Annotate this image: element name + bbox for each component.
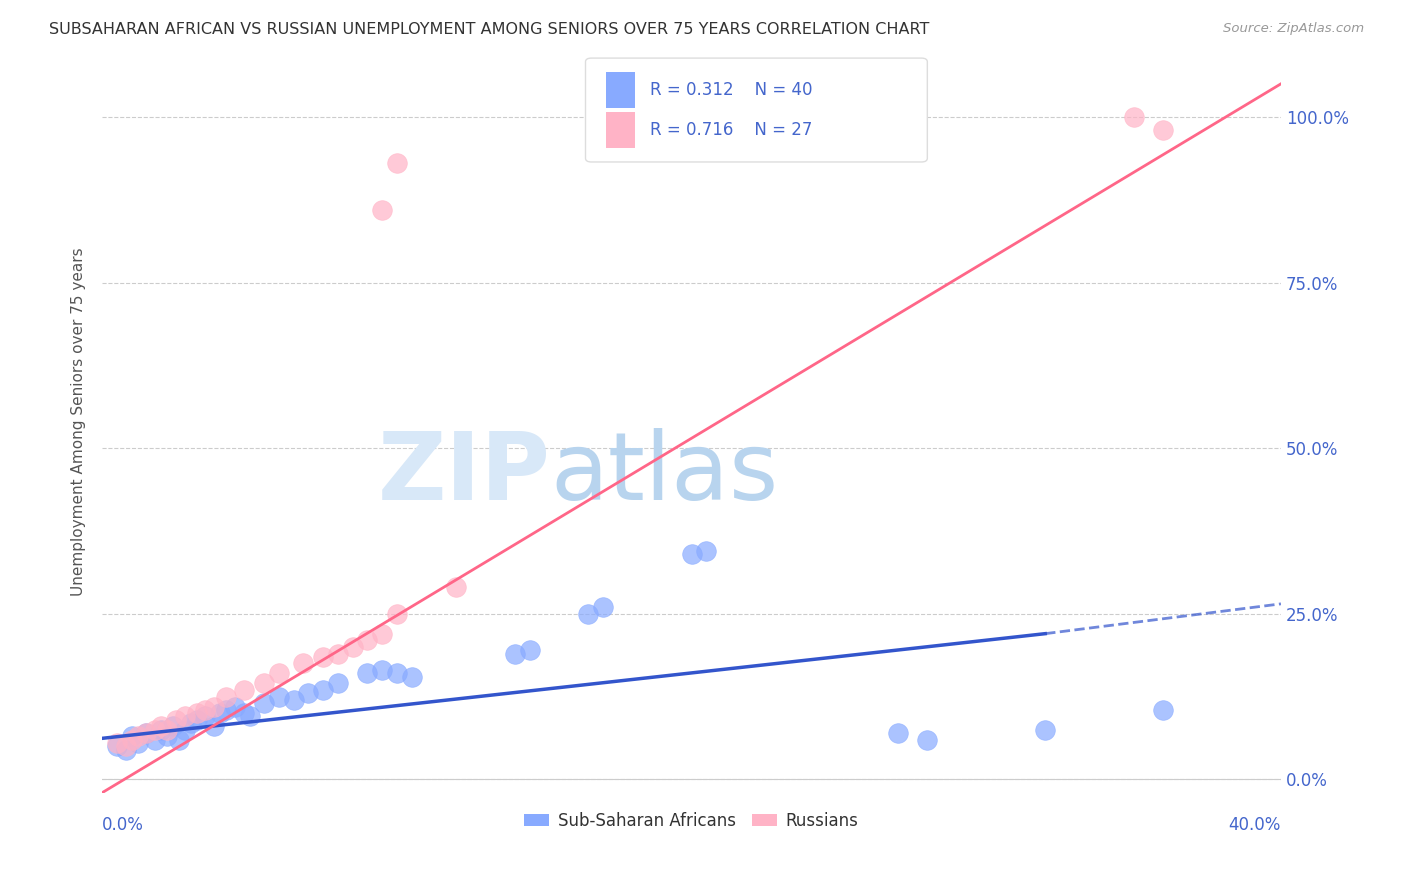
Point (150, 723, 173, 737)
Point (592, 600, 614, 615)
Point (121, 729, 143, 743)
Point (887, 726, 910, 740)
Point (202, 699, 225, 714)
Point (202, 719, 225, 733)
Text: 0.0%: 0.0% (103, 816, 143, 834)
FancyBboxPatch shape (585, 58, 928, 162)
Legend: Sub-Saharan Africans, Russians: Sub-Saharan Africans, Russians (517, 805, 865, 837)
Bar (606, 72, 636, 108)
Point (186, 713, 208, 727)
Point (143, 723, 166, 737)
Point (326, 676, 349, 690)
Point (519, 643, 541, 657)
Point (342, 640, 364, 654)
Point (385, 156, 408, 170)
Text: ZIP: ZIP (377, 427, 550, 520)
Point (253, 676, 276, 690)
Point (232, 683, 254, 698)
Point (232, 706, 254, 721)
Point (297, 686, 319, 700)
Point (135, 726, 157, 740)
Point (143, 732, 166, 747)
Point (385, 607, 408, 621)
Point (114, 739, 136, 754)
Y-axis label: Unemployment Among Seniors over 75 years: Unemployment Among Seniors over 75 years (72, 247, 86, 596)
Point (371, 626, 394, 640)
Point (162, 719, 184, 733)
Bar (606, 112, 636, 148)
Point (224, 699, 246, 714)
Point (105, 739, 128, 754)
Point (356, 633, 378, 648)
Point (267, 666, 290, 681)
Text: R = 0.312    N = 40: R = 0.312 N = 40 (651, 81, 813, 99)
Point (150, 719, 173, 733)
Point (291, 657, 314, 671)
Point (194, 703, 217, 717)
Text: R = 0.716    N = 27: R = 0.716 N = 27 (651, 121, 813, 139)
Point (186, 706, 208, 721)
Point (173, 709, 195, 723)
Point (503, 647, 526, 661)
Point (578, 607, 600, 621)
Point (681, 547, 703, 561)
Point (180, 716, 202, 731)
Point (356, 666, 378, 681)
Point (326, 647, 349, 661)
Point (1152, 123, 1174, 137)
Point (135, 726, 157, 740)
Point (385, 666, 408, 681)
Text: 40.0%: 40.0% (1229, 816, 1281, 834)
Point (312, 683, 335, 698)
Point (127, 736, 149, 750)
Point (1033, 723, 1056, 737)
Point (238, 709, 260, 723)
Text: SUBSAHARAN AFRICAN VS RUSSIAN UNEMPLOYMENT AMONG SENIORS OVER 75 YEARS CORRELATI: SUBSAHARAN AFRICAN VS RUSSIAN UNEMPLOYME… (49, 22, 929, 37)
Point (114, 742, 136, 756)
Point (312, 649, 335, 664)
Point (1122, 110, 1144, 124)
Point (173, 723, 195, 737)
Point (253, 696, 276, 710)
Point (444, 580, 467, 594)
Point (215, 690, 238, 704)
Point (209, 706, 232, 721)
Point (695, 544, 717, 558)
Point (156, 723, 179, 737)
Point (194, 709, 217, 723)
Point (1152, 703, 1174, 717)
Text: Source: ZipAtlas.com: Source: ZipAtlas.com (1223, 22, 1364, 36)
Point (371, 663, 394, 677)
Point (105, 736, 128, 750)
Point (215, 703, 238, 717)
Point (917, 732, 939, 747)
Point (127, 729, 149, 743)
Point (165, 713, 187, 727)
Point (121, 732, 143, 747)
Point (167, 732, 190, 747)
Point (401, 670, 423, 684)
Text: atlas: atlas (550, 427, 779, 520)
Point (156, 729, 179, 743)
Point (267, 690, 290, 704)
Point (283, 693, 305, 707)
Point (371, 202, 394, 217)
